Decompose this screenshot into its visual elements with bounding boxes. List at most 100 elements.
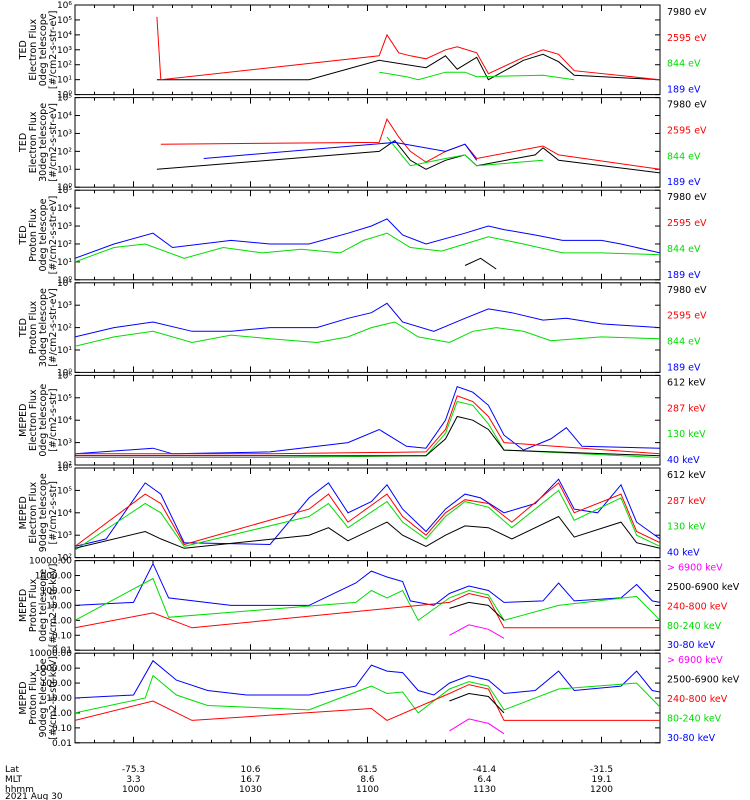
y-tick-label: 10¹ <box>57 346 72 356</box>
legend-entry: 30-80 keV <box>667 640 716 651</box>
legend-entry: 189 eV <box>667 177 701 188</box>
y-axis-title-line: TED <box>18 318 29 338</box>
legend-entry: 80-240 keV <box>667 621 722 632</box>
y-axis-title-line: 90deg telescope <box>38 473 49 552</box>
y-axis-title: MEPED Electron Flux 0deg telescope [#/cm2-s… <box>18 384 59 457</box>
y-axis-title: TED Proton Flux 30deg telescope [#/cm2-s-st… <box>18 288 59 367</box>
legend-entry: 130 keV <box>667 522 706 533</box>
series-line-2 <box>75 482 660 547</box>
legend: > 6900 keV 2500-6900 keV 240-800 keV 80-240… <box>667 563 740 652</box>
legend-entry: 7980 eV <box>667 100 707 111</box>
legend-entry: 40 keV <box>667 455 700 466</box>
y-axis-title: TED Electron Flux 30deg telescope [#/cm2-s-… <box>18 103 59 182</box>
y-tick-label: 10⁰ <box>57 183 72 193</box>
time-axis-footer: Lat -75.3 10.6 61.5 -41.4 -31.5 MLT 3.3 16.7 8.6 6… <box>5 765 613 800</box>
legend-entry: 189 eV <box>667 85 701 96</box>
y-axis-title-line: Proton Flux <box>28 301 39 355</box>
y-tick-label: 10³ <box>57 439 72 449</box>
series-line-1 <box>75 302 660 338</box>
y-tick-label: 0.10 <box>52 631 72 641</box>
y-axis-title-line: 30deg telescope <box>38 103 49 182</box>
series-group <box>156 117 660 174</box>
series-line-2 <box>160 117 660 170</box>
y-axis-title-line: Electron Flux <box>28 389 39 451</box>
y-tick-label: 10² <box>57 147 72 157</box>
footer-tick-label: 1100 <box>356 785 379 795</box>
y-tick-label: 1000.00 <box>35 664 72 674</box>
y-tick-label: 1.00 <box>52 709 72 719</box>
y-axis-title-line: [#/cm2-s-str-eV] <box>48 196 59 275</box>
legend-entry: 2595 eV <box>667 125 707 136</box>
legend-entry: 189 eV <box>667 362 701 373</box>
y-axis-title-line: 0deg telescope <box>38 384 49 457</box>
panel-frame <box>74 189 661 281</box>
legend-entry: 240-800 keV <box>667 601 728 612</box>
footer-tick-label: 19.1 <box>591 775 611 785</box>
series-line-4 <box>449 601 505 621</box>
y-tick-label: 10⁴ <box>57 112 72 122</box>
y-tick-label: 10¹ <box>57 258 72 268</box>
y-axis-title-line: 30deg telescope <box>38 288 49 367</box>
series-line-3 <box>75 400 660 458</box>
y-tick-label: 1.00 <box>52 616 72 626</box>
y-tick-label: 10⁰ <box>57 91 72 101</box>
y-axis-title-line: [#/cm2-s-str-eV] <box>48 288 59 367</box>
footer-row-label: hhmm <box>5 785 34 795</box>
y-axis-title-line: Electron Flux <box>28 19 39 81</box>
legend: 7980 eV 2595 eV 844 eV 189 eV <box>667 7 707 96</box>
series-line-3 <box>75 592 660 629</box>
footer-date: 2021 Aug 30 <box>5 792 63 800</box>
y-axis-title-line: MEPED <box>18 496 29 529</box>
series-line-4 <box>203 141 478 161</box>
footer-tick-label: 61.5 <box>357 765 377 775</box>
y-tick-label: 0.10 <box>52 724 72 734</box>
series-line-1 <box>156 53 660 81</box>
y-tick-label: 10⁵ <box>57 394 72 404</box>
series-line-2 <box>156 16 660 81</box>
y-tick-label: 10⁴ <box>57 509 72 519</box>
y-tick-label: 10⁵ <box>57 486 72 496</box>
y-axis-title-line: Electron Flux <box>28 111 39 173</box>
y-axis-title-line: [#/cm2-s-str] <box>48 388 59 451</box>
legend-entry: 7980 eV <box>667 7 707 18</box>
footer-row-label: Lat <box>5 765 20 775</box>
footer-tick-label: -31.5 <box>590 765 613 775</box>
y-tick-label: 10⁶ <box>57 371 72 381</box>
y-axis-title-line: 0deg telescope <box>38 569 49 642</box>
series-line-4 <box>75 515 660 549</box>
series-line-1 <box>75 385 660 455</box>
legend-entry: 240-800 keV <box>667 694 728 705</box>
y-tick-label: 10² <box>57 554 72 564</box>
y-axis-title-line: [#/cm2-s-str] <box>48 481 59 544</box>
series-line-2 <box>75 674 660 714</box>
footer-tick-label: 8.6 <box>360 775 375 785</box>
footer-tick-label: 1030 <box>239 785 262 795</box>
y-axis-title-line: Proton Flux <box>28 208 39 262</box>
legend-entry: 2500-6900 keV <box>667 675 740 686</box>
series-line-5 <box>449 718 505 735</box>
legend-entry: 844 eV <box>667 59 701 70</box>
legend-entry: 7980 eV <box>667 285 707 296</box>
legend-entry: 189 eV <box>667 270 701 281</box>
series-group <box>75 659 660 735</box>
series-group <box>75 562 660 639</box>
footer-tick-label: 6.4 <box>477 775 492 785</box>
y-tick-label: 100.00 <box>41 679 73 689</box>
footer-tick-label: 10.6 <box>240 765 260 775</box>
legend: 7980 eV 2595 eV 844 eV 189 eV <box>667 192 707 281</box>
y-tick-label: 10⁴ <box>57 416 72 426</box>
panel-frame <box>74 374 661 466</box>
legend-entry: 612 keV <box>667 470 706 481</box>
legend-entry: 2595 eV <box>667 218 707 229</box>
legend-entry: 844 eV <box>667 244 701 255</box>
y-axis-title: TED Electron Flux 0deg telescope [#/cm2-s-s… <box>18 10 59 89</box>
footer-tick-label: 16.7 <box>240 775 260 785</box>
y-tick-label: 10.00 <box>46 694 72 704</box>
series-line-4 <box>449 692 505 714</box>
footer-tick-label: 1000 <box>122 785 145 795</box>
